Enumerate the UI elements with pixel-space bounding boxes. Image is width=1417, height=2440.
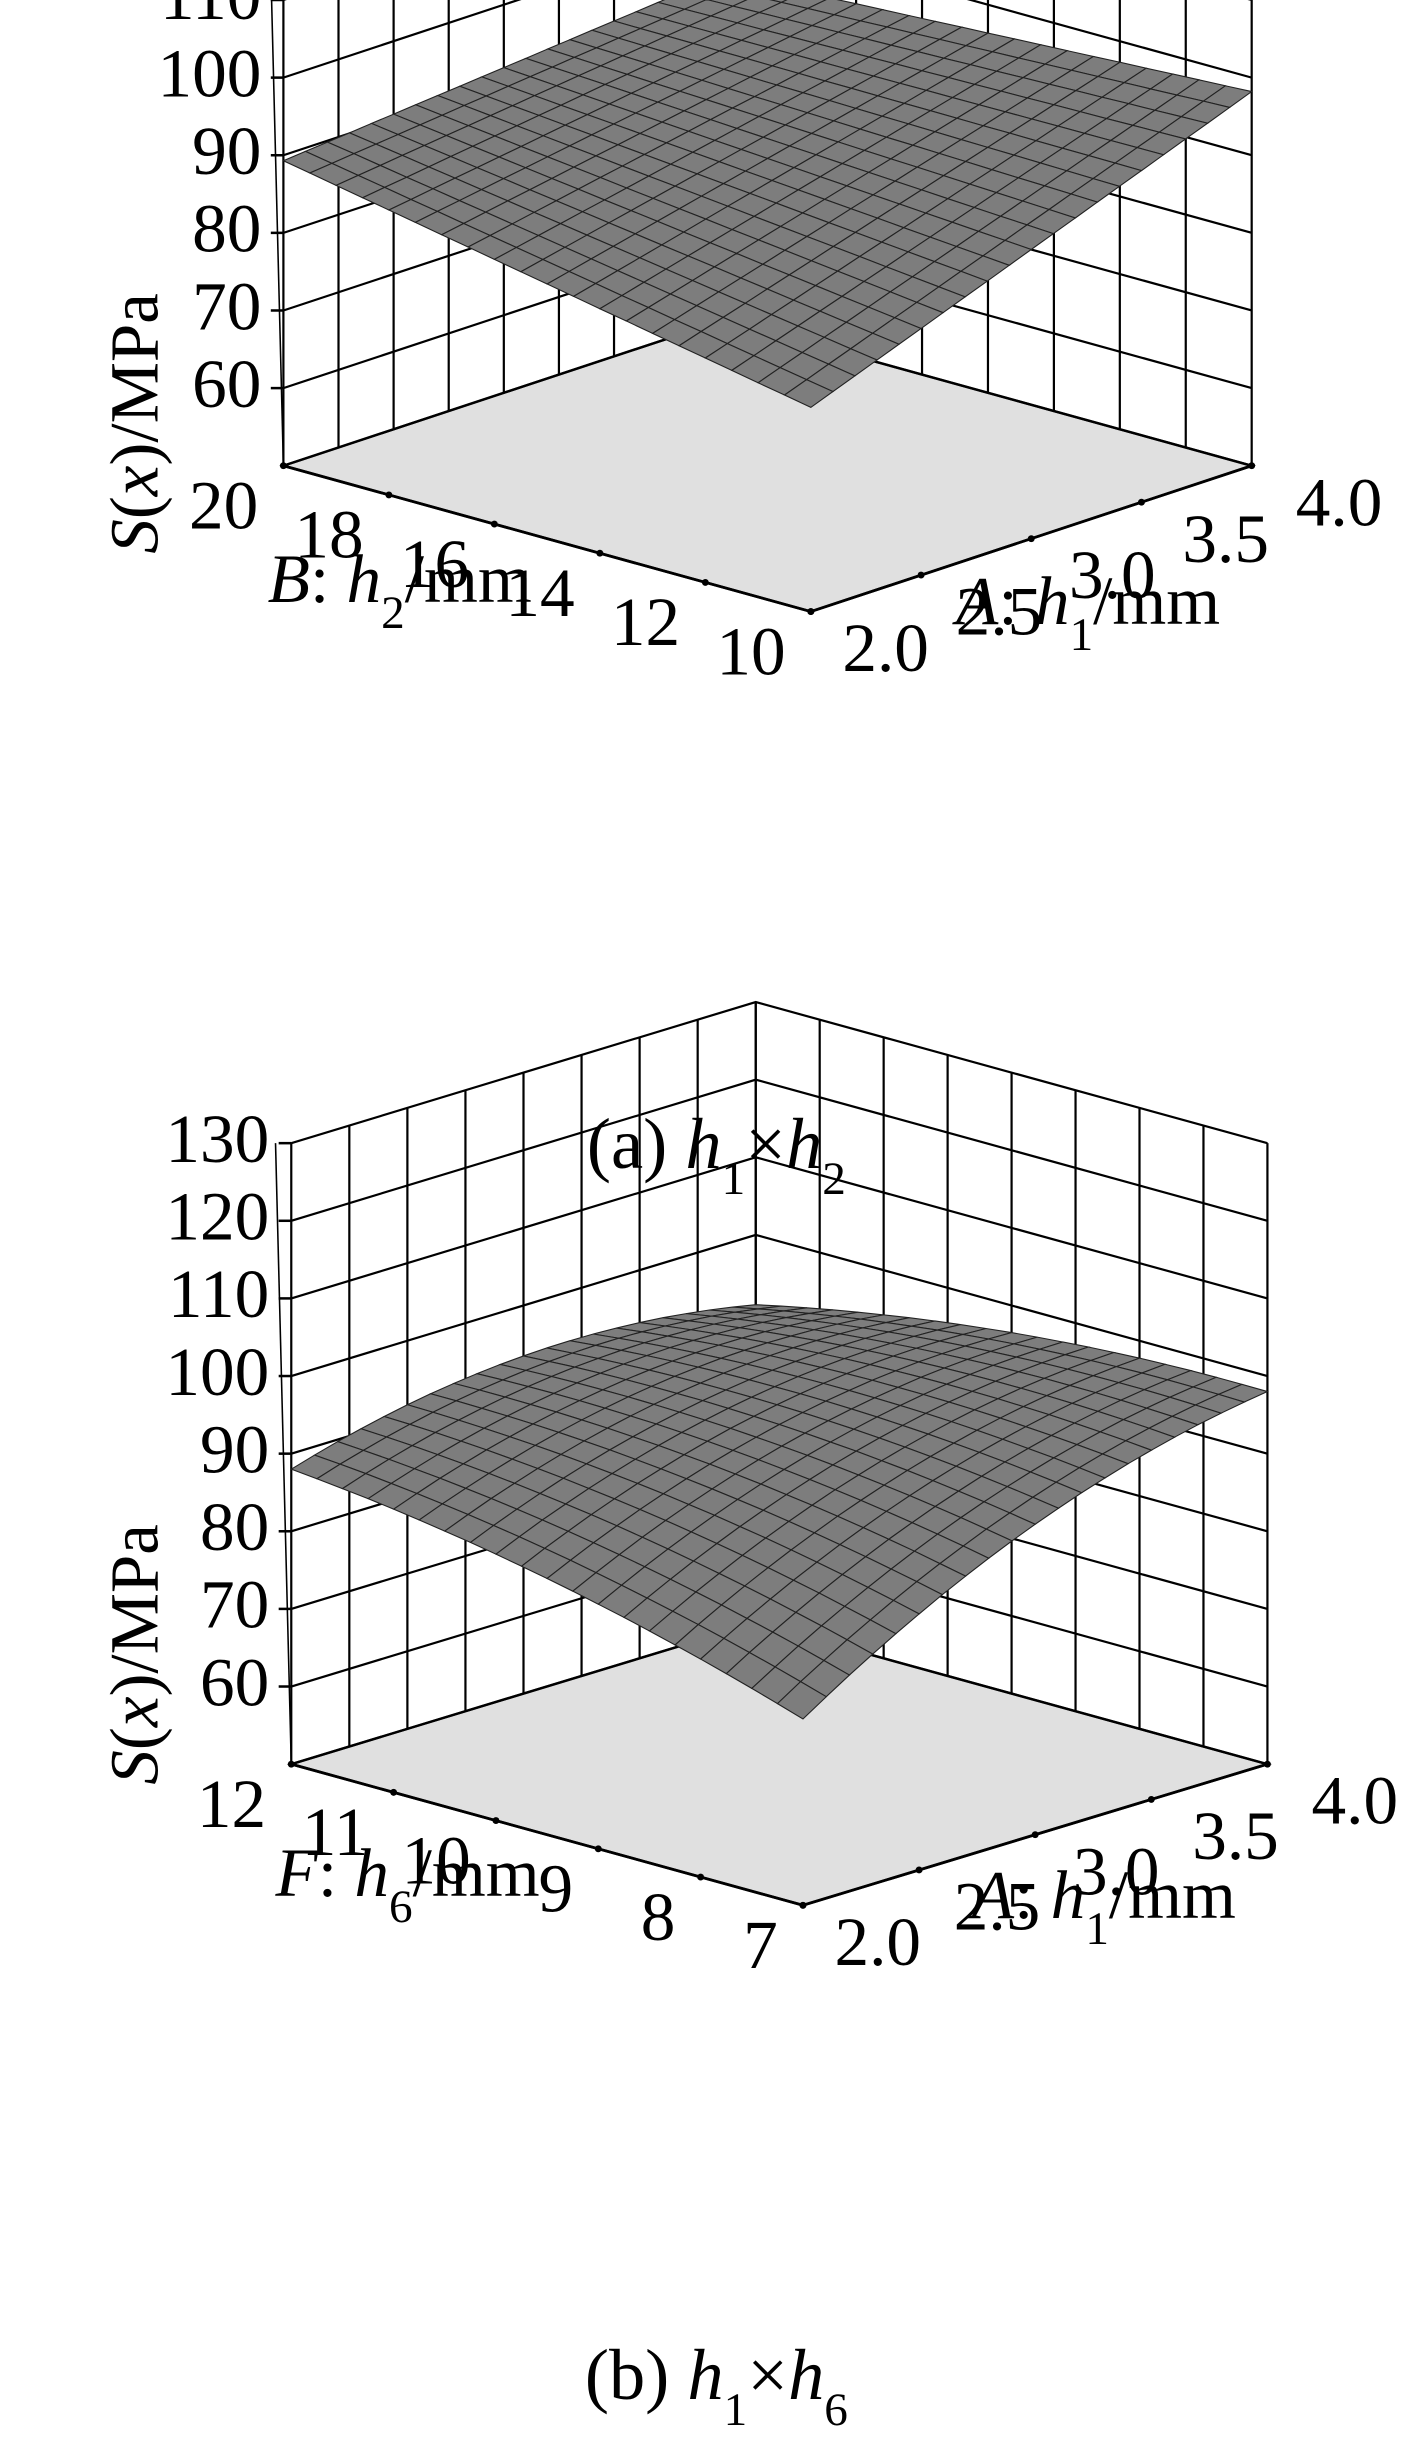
y-tick-label: 12 xyxy=(611,583,680,660)
surface-cell xyxy=(776,1680,828,1720)
x-tick-dot xyxy=(1147,1795,1155,1803)
x-tick-dot xyxy=(1263,1760,1271,1768)
y-tick-label: 10 xyxy=(401,1821,470,1898)
y-tick-label: 11 xyxy=(302,1793,369,1870)
x-axis-label: A: h1/mm xyxy=(968,1856,1236,1955)
x-tick-label: 4.0 xyxy=(1312,1762,1399,1839)
z-tick-label: 90 xyxy=(192,112,261,189)
y-tick-dot xyxy=(490,520,498,528)
x-tick-label: 2.0 xyxy=(842,609,929,686)
y-tick-label: 12 xyxy=(197,1765,266,1842)
z-axis-label: S(x)/MPa xyxy=(95,1524,172,1785)
y-tick-dot xyxy=(697,1873,705,1881)
z-tick-label: 70 xyxy=(200,1566,269,1643)
y-tick-dot xyxy=(596,549,604,557)
y-tick-label: 8 xyxy=(641,1878,676,1955)
y-tick-dot xyxy=(594,1845,602,1853)
z-tick-label: 80 xyxy=(192,190,261,267)
x-tick-dot xyxy=(917,571,925,579)
z-tick-label: 110 xyxy=(168,1255,269,1332)
x-tick-label: 2.0 xyxy=(834,1903,921,1980)
y-tick-label: 9 xyxy=(538,1850,573,1927)
wall-gridline-horizontal xyxy=(290,1233,1268,1378)
z-tick-label: 60 xyxy=(192,345,261,422)
y-tick-label: 10 xyxy=(716,612,785,689)
x-tick-dot xyxy=(1248,462,1256,470)
z-axis-label: S(x)/MPa xyxy=(95,293,172,554)
wall-gridline-horizontal xyxy=(290,1078,1268,1222)
x-tick-label: 3.5 xyxy=(1192,1797,1279,1874)
x-tick-dot xyxy=(1138,498,1145,506)
y-tick-dot xyxy=(279,462,287,470)
y-tick-dot xyxy=(287,1760,295,1768)
response-surface xyxy=(282,0,1254,409)
wall-gridline-horizontal xyxy=(290,1000,1268,1145)
x-tick-label: 3.0 xyxy=(1073,1832,1160,1909)
z-tick-label: 100 xyxy=(157,35,261,112)
z-tick-label: 100 xyxy=(165,1333,269,1410)
z-tick-label: 120 xyxy=(165,1178,269,1255)
z-tick-label: 60 xyxy=(200,1643,269,1720)
x-tick-dot xyxy=(1031,1831,1039,1839)
response-surface xyxy=(290,1304,1270,1720)
x-axis-label: A: h1/mm xyxy=(952,562,1220,661)
x-tick-label: 2.5 xyxy=(956,573,1043,650)
chart-root: 607080901001101201302.02.53.03.54.010121… xyxy=(95,0,1398,2436)
z-tick-label: 80 xyxy=(200,1488,269,1565)
y-tick-label: 7 xyxy=(743,1906,778,1983)
x-tick-label: 2.5 xyxy=(954,1868,1041,1945)
surface-cell xyxy=(783,379,834,409)
y-tick-label: 20 xyxy=(189,467,258,544)
caption: (b) h1×h6 xyxy=(585,2335,848,2436)
y-tick-dot xyxy=(385,491,393,499)
y-tick-label: 16 xyxy=(400,525,469,602)
y-axis-label: F: h6/mm xyxy=(275,1834,540,1933)
x-tick-label: 4.0 xyxy=(1296,463,1383,540)
z-tick-label: 130 xyxy=(165,1100,269,1177)
y-tick-dot xyxy=(492,1817,500,1825)
chart-a: 607080901001101201302.02.53.03.54.010121… xyxy=(95,0,1382,1205)
y-tick-label: 14 xyxy=(505,554,574,631)
y-tick-dot xyxy=(701,578,709,586)
x-tick-dot xyxy=(915,1866,923,1874)
z-tick-label: 70 xyxy=(192,267,261,344)
y-axis-label: B: h2/mm xyxy=(268,540,532,639)
x-tick-dot xyxy=(1027,535,1035,543)
x-tick-label: 3.5 xyxy=(1182,500,1269,577)
y-tick-dot xyxy=(390,1788,398,1796)
wall-gridline-horizontal xyxy=(290,1156,1268,1300)
caption: (a) h1×h2 xyxy=(587,1104,846,1205)
z-tick-label: 90 xyxy=(200,1411,269,1488)
y-tick-label: 18 xyxy=(294,496,363,573)
x-tick-label: 3.0 xyxy=(1069,536,1156,613)
z-tick-label: 110 xyxy=(160,0,261,34)
y-tick-dot xyxy=(799,1901,807,1909)
y-tick-dot xyxy=(807,608,815,616)
wall-gridline-horizontal xyxy=(283,0,1252,79)
